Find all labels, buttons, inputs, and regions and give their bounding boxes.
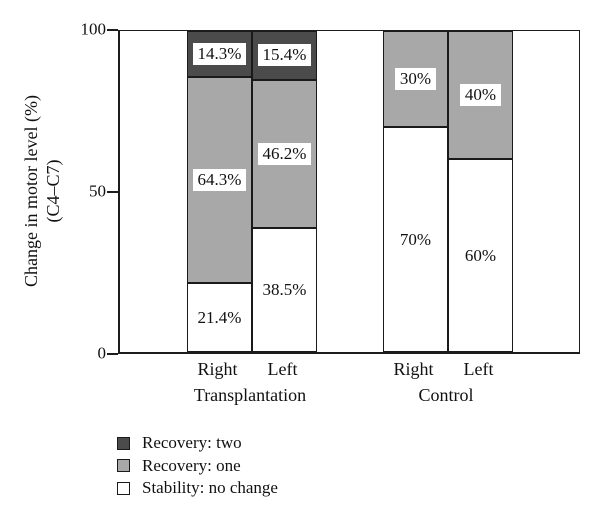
- bar-right-0: 21.4% 64.3% 14.3%: [187, 31, 252, 352]
- legend-swatch: [117, 459, 130, 473]
- x-tick-label-left: Left: [463, 359, 494, 379]
- segment-value-label: 46.2%: [257, 143, 312, 166]
- segment-value-label: 70%: [399, 229, 432, 249]
- legend-label: Recovery: two: [142, 433, 242, 453]
- segment-value-label: 14.3%: [192, 42, 247, 65]
- y-tick-mark: [107, 191, 118, 193]
- plot-area: 21.4% 64.3% 14.3% 38.5% 46.2% 15.4% 70% 30% 60% 4…: [118, 30, 580, 354]
- bar-left-3: 60% 40%: [448, 31, 513, 352]
- bar-segment: 40%: [448, 31, 513, 160]
- bar-right-2: 70% 30%: [383, 31, 448, 352]
- legend-swatch: [117, 436, 130, 450]
- bar-segment: 60%: [448, 159, 513, 352]
- y-tick-mark: [107, 29, 118, 31]
- legend-label: Stability: no change: [142, 478, 278, 498]
- segment-value-label: 40%: [459, 84, 502, 107]
- bar-segment: 64.3%: [187, 76, 252, 284]
- bar-segment: 46.2%: [252, 80, 317, 229]
- legend-item: Stability: no change: [117, 477, 278, 500]
- bar-segment: 14.3%: [187, 31, 252, 77]
- legend-swatch: [117, 481, 130, 495]
- group-label-transplantation: Transplantation: [193, 385, 307, 405]
- y-tick-label: 100: [80, 19, 107, 39]
- segment-value-label: 15.4%: [257, 44, 312, 67]
- segment-value-label: 60%: [464, 245, 497, 265]
- y-axis-title-line1: Change in motor level (%): [21, 95, 41, 287]
- bar-segment: 70%: [383, 127, 448, 352]
- segment-value-label: 64.3%: [192, 169, 247, 192]
- bar-segment: 21.4%: [187, 283, 252, 352]
- legend-item: Recovery: one: [117, 455, 278, 478]
- bar-segment: 30%: [383, 31, 448, 128]
- legend-label: Recovery: one: [142, 455, 241, 475]
- legend-item: Recovery: two: [117, 432, 278, 455]
- segment-value-label: 38.5%: [262, 280, 307, 300]
- x-tick-label-right: Right: [393, 359, 434, 379]
- bar-left-1: 38.5% 46.2% 15.4%: [252, 30, 317, 352]
- y-tick-mark: [107, 353, 118, 355]
- bar-segment: 38.5%: [252, 228, 317, 352]
- group-label-control: Control: [418, 385, 474, 405]
- segment-value-label: 21.4%: [197, 307, 242, 327]
- bar-segment: 15.4%: [252, 30, 317, 81]
- x-tick-label-right: Right: [197, 359, 238, 379]
- y-tick-label: 0: [97, 343, 107, 363]
- x-tick-label-left: Left: [267, 359, 298, 379]
- y-tick-label: 50: [89, 181, 106, 201]
- legend: Recovery: two Recovery: one Stability: no …: [117, 432, 278, 500]
- segment-value-label: 30%: [394, 68, 437, 91]
